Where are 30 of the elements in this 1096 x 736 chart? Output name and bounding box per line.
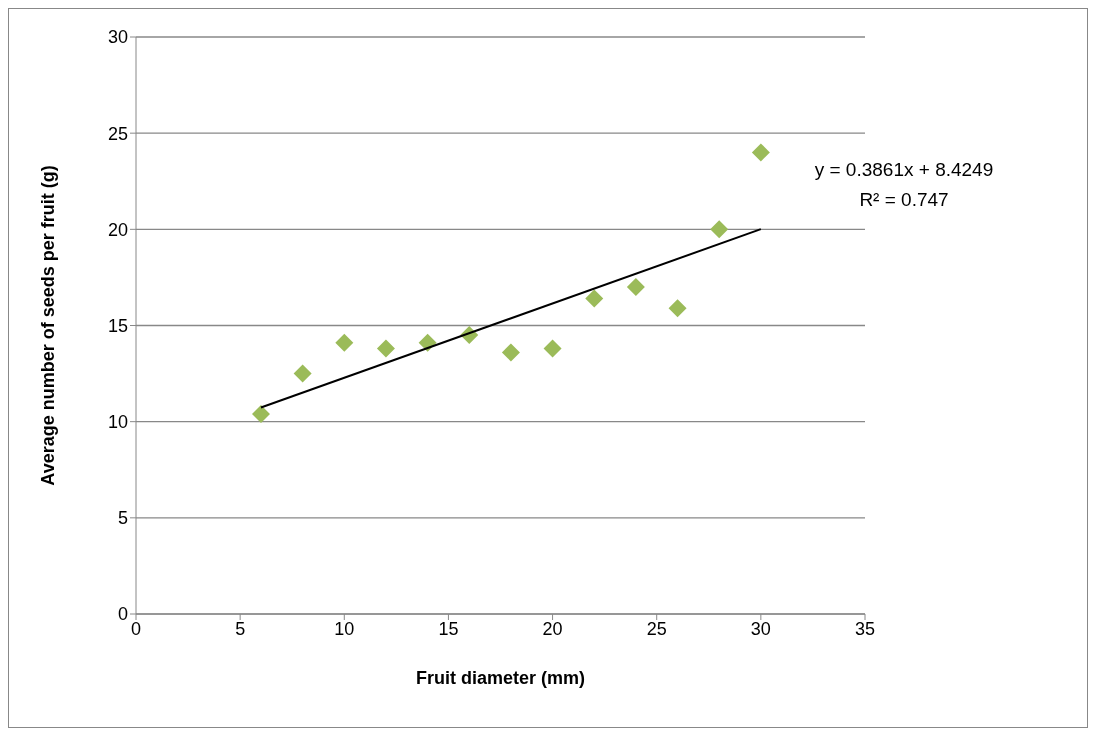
point <box>335 333 354 352</box>
y-axis-title: Average number of seeds per fruit (g) <box>38 165 59 486</box>
x-tick-label: 10 <box>334 618 355 639</box>
y-tick-label: 30 <box>107 27 128 48</box>
x-tick-label: 0 <box>130 618 142 639</box>
y-tick-label: 15 <box>107 315 128 336</box>
y-tick-label: 25 <box>107 123 128 144</box>
point <box>751 143 770 162</box>
x-tick-label: 15 <box>438 618 459 639</box>
point <box>376 339 395 358</box>
x-tick-label: 5 <box>235 618 246 639</box>
point <box>543 339 562 358</box>
point <box>626 278 645 297</box>
annotation: R² = 0.747 <box>859 189 949 210</box>
y-tick-label: 10 <box>107 412 128 433</box>
annotation: y = 0.3861x + 8.4249 <box>814 159 994 180</box>
point <box>710 220 729 239</box>
x-tick-label: 30 <box>750 618 771 639</box>
y-tick-label: 0 <box>117 604 128 625</box>
x-tick-label: 20 <box>542 618 563 639</box>
point <box>293 364 312 383</box>
point <box>668 299 687 318</box>
x-tick-label: 25 <box>646 618 667 639</box>
x-tick-label: 35 <box>854 618 876 639</box>
y-tick-label: 5 <box>117 508 128 529</box>
point <box>585 289 604 308</box>
y-tick-label: 20 <box>107 219 128 240</box>
x-axis-title: Fruit diameter (mm) <box>415 668 586 688</box>
point <box>501 343 520 362</box>
point <box>251 404 270 423</box>
